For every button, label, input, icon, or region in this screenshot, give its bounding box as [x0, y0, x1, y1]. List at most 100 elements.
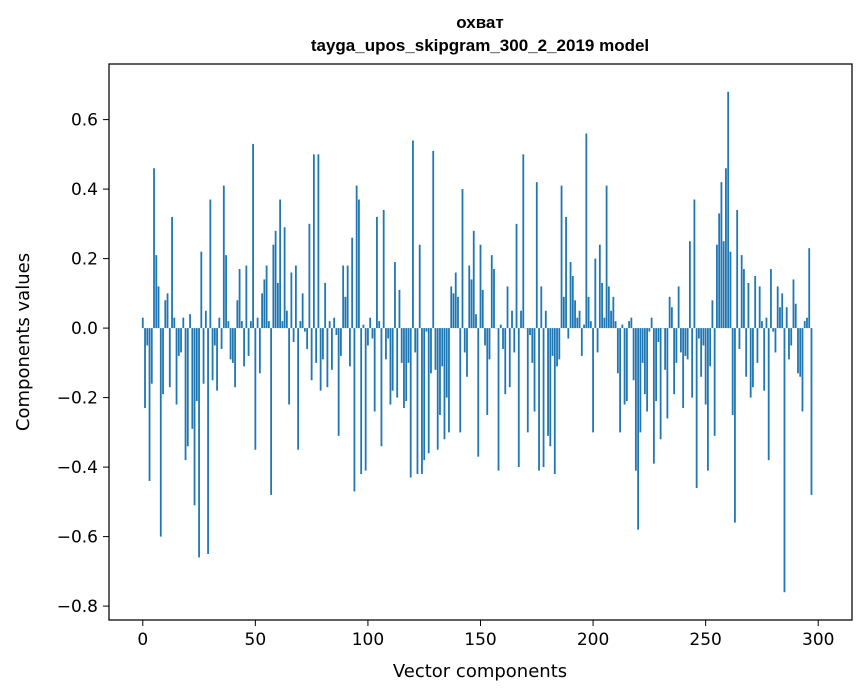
bar-156 [493, 269, 495, 329]
bar-0 [141, 317, 144, 329]
y-tick-label: 0.6 [71, 111, 98, 131]
bar-183 [553, 328, 556, 475]
bar-16 [177, 328, 180, 356]
bar-263 [734, 328, 736, 523]
bar-251 [707, 328, 709, 471]
bar-46 [245, 265, 248, 329]
bar-290 [794, 303, 797, 329]
bar-260 [727, 91, 730, 329]
bar-22 [191, 328, 194, 429]
bar-270 [749, 328, 752, 398]
bar-218 [632, 328, 635, 381]
bar-76 [312, 154, 315, 329]
bar-224 [646, 328, 649, 412]
bar-140 [457, 296, 459, 329]
bar-88 [340, 328, 342, 356]
bar-100 [367, 328, 369, 346]
bar-295 [806, 317, 808, 329]
bar-105 [378, 321, 381, 329]
bar-143 [463, 328, 466, 353]
bar-74 [308, 223, 311, 329]
plot-frame [108, 63, 853, 621]
bar-189 [567, 328, 570, 339]
bar-211 [616, 328, 619, 374]
bar-203 [598, 244, 601, 329]
bar-244 [691, 328, 694, 398]
x-tick-label: 250 [689, 630, 721, 650]
bar-81 [324, 282, 327, 329]
bar-289 [792, 279, 795, 329]
y-tick-label: −0.4 [57, 458, 98, 478]
bar-226 [650, 317, 653, 329]
bar-273 [756, 328, 759, 363]
bar-280 [772, 328, 775, 332]
bar-61 [279, 199, 282, 329]
bar-216 [628, 321, 631, 329]
bar-87 [337, 328, 340, 436]
bar-112 [394, 262, 396, 329]
bar-91 [346, 265, 349, 329]
bar-99 [364, 328, 367, 471]
y-tick-label: 0.0 [71, 319, 98, 339]
bar-232 [664, 328, 667, 370]
bar-265 [738, 328, 741, 349]
bar-255 [716, 244, 718, 329]
bar-122 [416, 328, 419, 475]
bar-101 [369, 317, 372, 329]
bar-177 [540, 286, 543, 329]
bar-67 [292, 328, 295, 342]
bar-119 [409, 328, 412, 478]
bar-2 [146, 328, 149, 346]
bar-17 [180, 328, 182, 353]
bar-182 [551, 328, 554, 356]
bar-245 [693, 199, 696, 329]
bar-92 [349, 328, 351, 367]
bar-89 [342, 265, 345, 329]
bar-137 [450, 286, 453, 329]
bar-34 [218, 317, 221, 329]
bar-128 [430, 328, 432, 374]
bar-151 [481, 289, 484, 329]
bar-201 [594, 258, 597, 329]
bar-217 [630, 317, 633, 329]
bar-49 [252, 143, 254, 329]
bar-126 [425, 328, 428, 332]
bar-142 [461, 189, 464, 329]
bar-162 [506, 286, 509, 329]
y-tick-label: −0.2 [57, 389, 98, 409]
bar-258 [722, 241, 725, 329]
bar-36 [222, 185, 225, 329]
bar-8 [159, 328, 162, 537]
bar-146 [470, 279, 473, 329]
bar-149 [477, 328, 480, 457]
bar-39 [229, 328, 232, 360]
bar-31 [211, 328, 214, 381]
bar-205 [603, 317, 606, 329]
bar-56 [267, 321, 270, 329]
bar-133 [441, 328, 444, 367]
bar-45 [243, 328, 245, 367]
bar-60 [276, 282, 279, 329]
bar-248 [700, 328, 703, 377]
bar-294 [803, 321, 806, 329]
bar-19 [184, 328, 187, 461]
x-tick-label: 200 [577, 630, 609, 650]
bar-287 [788, 328, 790, 360]
bar-234 [668, 296, 671, 329]
bar-24 [195, 328, 198, 402]
bar-272 [754, 275, 757, 329]
bar-85 [333, 317, 336, 329]
bar-180 [547, 328, 549, 436]
bar-254 [713, 328, 716, 436]
bar-41 [234, 328, 236, 388]
bar-38 [227, 321, 230, 329]
bar-200 [592, 328, 594, 433]
bar-69 [297, 328, 300, 450]
bar-191 [571, 275, 574, 329]
bar-72 [303, 328, 306, 332]
bar-227 [652, 328, 655, 464]
bar-127 [427, 328, 430, 454]
bar-130 [434, 328, 437, 370]
bar-11 [166, 293, 169, 329]
bar-284 [781, 293, 784, 329]
